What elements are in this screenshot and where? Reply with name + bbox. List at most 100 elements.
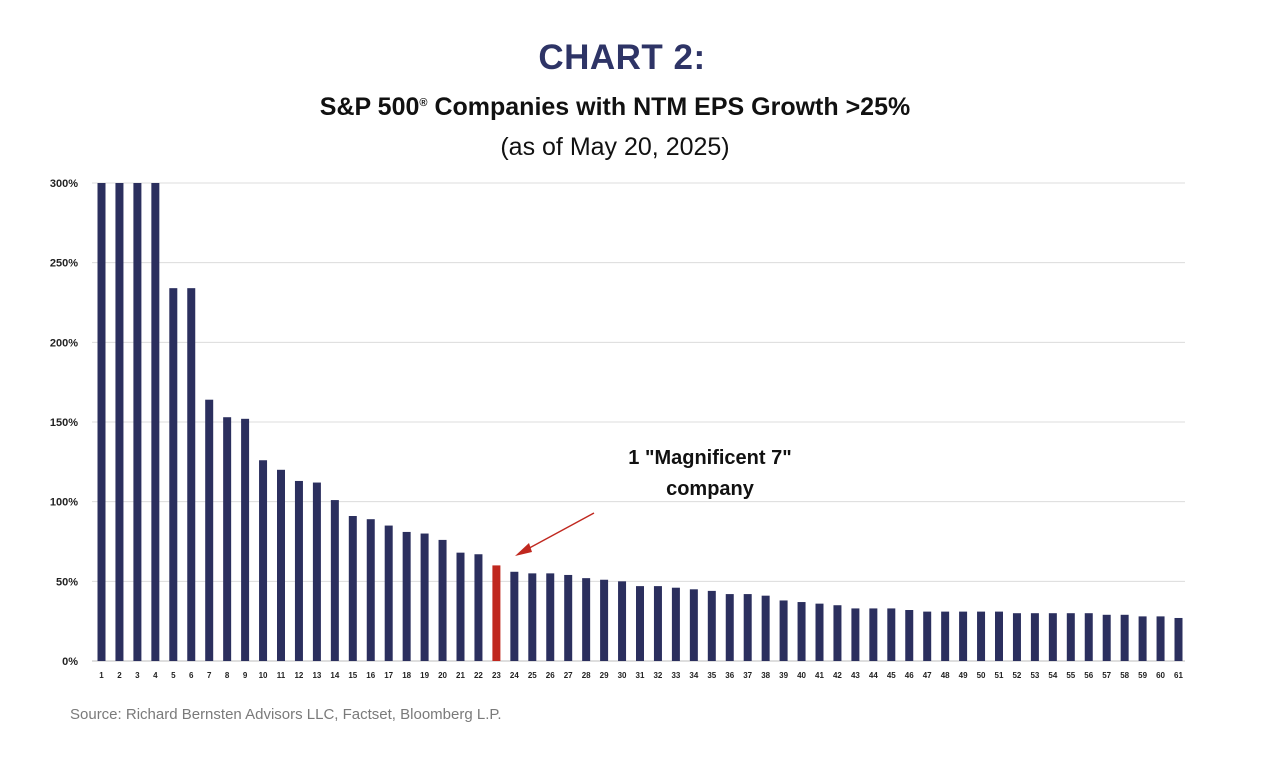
x-tick-label: 39 [779, 671, 788, 680]
x-tick-label: 5 [171, 671, 176, 680]
bar [1048, 613, 1057, 661]
x-tick-label: 14 [330, 671, 339, 680]
x-tick-label: 12 [294, 671, 303, 680]
bar [384, 525, 393, 661]
bar [169, 288, 178, 661]
bar [869, 608, 878, 661]
x-tick-label: 31 [636, 671, 645, 680]
bar [1084, 613, 1093, 661]
x-tick-label: 1 [99, 671, 104, 680]
bar [1120, 614, 1129, 661]
bar [366, 519, 375, 661]
bars [97, 183, 1183, 661]
bar [923, 611, 932, 661]
bar [725, 594, 734, 661]
x-tick-label: 28 [582, 671, 591, 680]
bar [618, 581, 627, 661]
x-tick-label: 48 [941, 671, 950, 680]
x-tick-label: 44 [869, 671, 878, 680]
x-tick-label: 19 [420, 671, 429, 680]
x-tick-label: 52 [1012, 671, 1021, 680]
bar [528, 573, 537, 661]
x-tick-label: 60 [1156, 671, 1165, 680]
bar [241, 418, 250, 661]
x-axis-ticks: 1 2 3 4 5 6 7 8 9 10 11 12 13 14 15 16 17 18 19 20 21 22 23 24 2… [99, 671, 1183, 680]
x-tick-label: 42 [833, 671, 842, 680]
x-tick-label: 9 [243, 671, 248, 680]
x-tick-label: 8 [225, 671, 230, 680]
x-tick-label: 32 [653, 671, 662, 680]
y-axis-ticks: 0% 50% 100% 150% 200% 250% 300% [50, 178, 78, 668]
y-tick-label: 250% [50, 258, 78, 270]
bar [887, 608, 896, 661]
bar [402, 531, 411, 661]
x-tick-label: 7 [207, 671, 212, 680]
bar [959, 611, 968, 661]
x-tick-label: 45 [887, 671, 896, 680]
x-tick-label: 22 [474, 671, 483, 680]
bar [474, 554, 483, 661]
bar [1030, 613, 1039, 661]
x-tick-label: 15 [348, 671, 357, 680]
x-tick-label: 35 [707, 671, 716, 680]
y-tick-label: 50% [56, 576, 78, 588]
bar [689, 589, 698, 661]
bar [815, 603, 824, 661]
bar [564, 574, 573, 661]
x-tick-label: 26 [546, 671, 555, 680]
x-tick-label: 51 [995, 671, 1004, 680]
bar [151, 183, 160, 661]
x-tick-label: 3 [135, 671, 140, 680]
bar [97, 183, 106, 661]
x-tick-label: 40 [797, 671, 806, 680]
x-tick-label: 50 [977, 671, 986, 680]
x-tick-label: 4 [153, 671, 158, 680]
bar [133, 183, 142, 661]
bar [1102, 614, 1111, 661]
bar [456, 552, 465, 661]
x-tick-label: 30 [618, 671, 627, 680]
bar [330, 500, 339, 661]
y-tick-label: 0% [62, 656, 78, 668]
bar [294, 480, 303, 661]
x-tick-label: 47 [923, 671, 932, 680]
subtitle-text: S&P 500 [319, 93, 420, 121]
x-tick-label: 18 [402, 671, 411, 680]
x-tick-label: 46 [905, 671, 914, 680]
bar [1138, 616, 1147, 661]
x-tick-label: 13 [312, 671, 321, 680]
annotation-arrowhead [515, 543, 532, 556]
chart-title: CHART 2: [538, 38, 706, 77]
bar-highlight [492, 565, 501, 661]
bar [187, 288, 196, 661]
x-tick-label: 11 [277, 671, 286, 680]
x-tick-label: 38 [761, 671, 770, 680]
x-tick-label: 29 [600, 671, 609, 680]
x-tick-label: 61 [1174, 671, 1183, 680]
y-tick-label: 300% [50, 178, 78, 190]
annotation-line-1: 1 "Magnificent 7" [628, 447, 792, 469]
bar [205, 399, 214, 661]
bar [851, 608, 860, 661]
x-tick-label: 24 [510, 671, 519, 680]
bar [259, 460, 268, 661]
bar [743, 594, 752, 661]
bar [636, 586, 644, 661]
bar [1174, 617, 1183, 661]
bar [941, 611, 950, 661]
x-tick-label: 49 [959, 671, 968, 680]
annotation-line-2: company [666, 478, 754, 500]
bar [115, 183, 124, 661]
x-tick-label: 33 [671, 671, 680, 680]
subtitle-rest: Companies with NTM EPS Growth >25% [427, 93, 911, 121]
y-tick-label: 200% [50, 337, 78, 349]
registered-mark: ® [419, 97, 428, 109]
bar [1066, 613, 1075, 661]
bar [312, 482, 321, 661]
x-tick-label: 59 [1138, 671, 1147, 680]
x-tick-label: 16 [366, 671, 375, 680]
bar [1156, 616, 1165, 661]
chart-subtitle: S&P 500® Companies with NTM EPS Growth >… [0, 93, 1230, 122]
bar [420, 533, 429, 661]
